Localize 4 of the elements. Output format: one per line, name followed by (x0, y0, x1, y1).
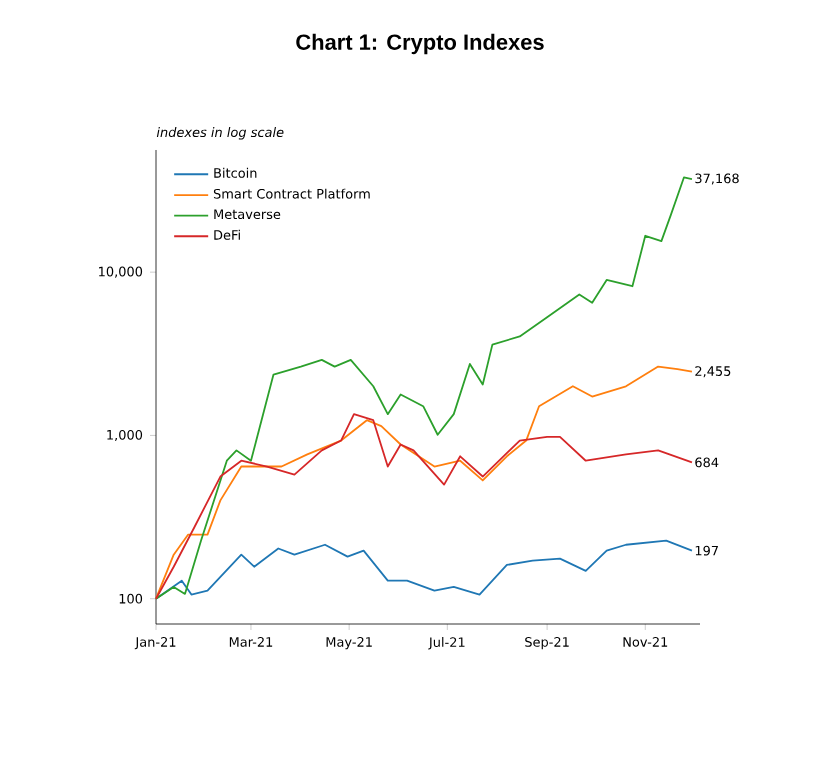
line-series (155, 176, 693, 600)
line-series (155, 413, 693, 600)
line-series (155, 539, 693, 600)
chart-title: Chart 1: Crypto Indexes (296, 33, 544, 55)
